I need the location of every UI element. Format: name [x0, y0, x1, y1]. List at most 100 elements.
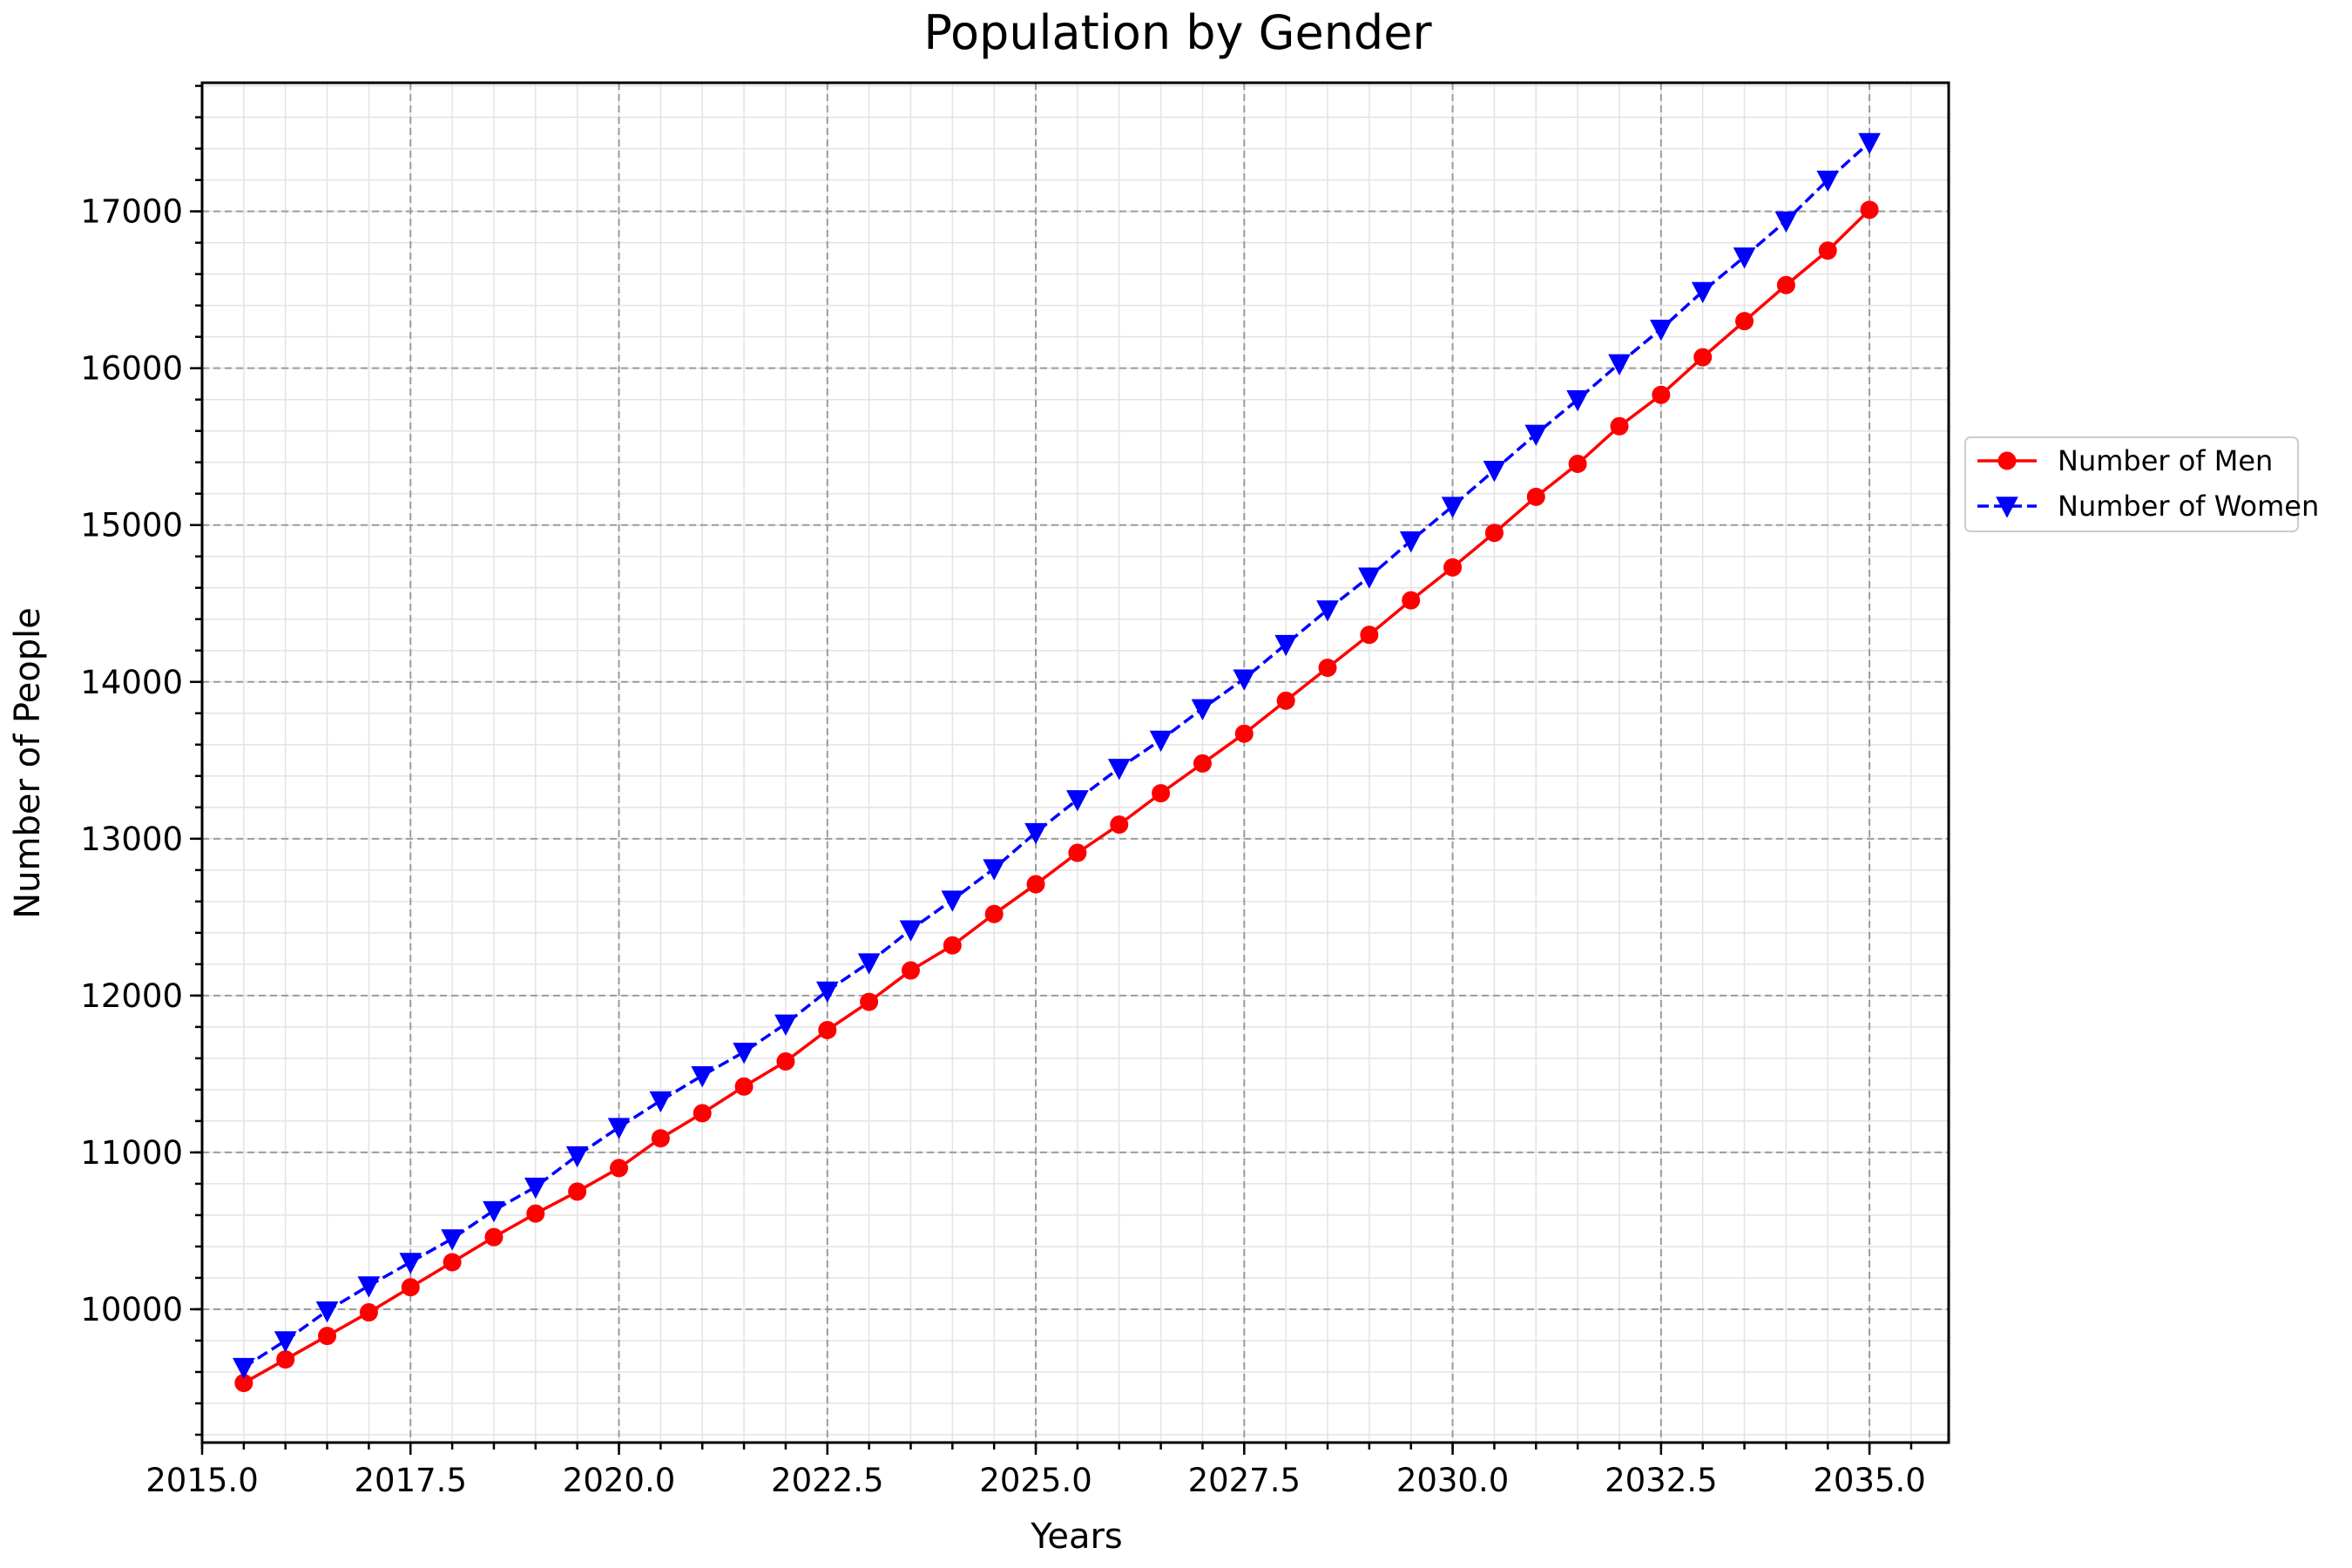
data-point — [1483, 461, 1506, 483]
x-tick-label: 2015.0 — [145, 1462, 258, 1499]
data-point — [318, 1327, 337, 1346]
data-point — [941, 890, 964, 912]
y-tick-label: 14000 — [80, 664, 183, 701]
x-tick-label: 2020.0 — [563, 1462, 675, 1499]
x-tick-label: 2027.5 — [1188, 1462, 1301, 1499]
data-point — [1152, 784, 1171, 803]
data-point — [274, 1331, 297, 1353]
data-point — [568, 1182, 587, 1201]
data-point — [899, 920, 923, 942]
y-tick-label: 13000 — [80, 821, 183, 858]
x-tick-label: 2032.5 — [1605, 1462, 1717, 1499]
data-point — [1816, 170, 1840, 193]
data-point — [1316, 600, 1339, 622]
x-tick-label: 2025.0 — [979, 1462, 1092, 1499]
axis-ticks: 2015.0 2017.5 2020.0 2022.5 2025.0 2027.5 2030… — [80, 84, 1926, 1499]
data-point — [526, 1204, 545, 1223]
data-point — [651, 1129, 670, 1148]
plot-frame — [200, 81, 1950, 1444]
data-point — [1107, 759, 1131, 781]
data-point — [1566, 389, 1589, 412]
data-point — [1110, 815, 1129, 835]
data-point — [1524, 424, 1548, 446]
series-line — [242, 208, 1871, 1385]
data-point — [983, 859, 1006, 881]
data-point — [1776, 275, 1795, 294]
data-point — [565, 1146, 589, 1168]
data-point — [441, 1229, 463, 1251]
legend-label: Number of Men — [2058, 444, 2273, 477]
data-point — [691, 1065, 714, 1088]
data-point — [1693, 348, 1713, 367]
data-point — [483, 1200, 505, 1223]
data-point — [1441, 497, 1464, 518]
data-point — [649, 1091, 672, 1113]
data-point — [1649, 319, 1673, 341]
chart-title: Population by Gender — [923, 5, 1432, 60]
x-tick-label: 2035.0 — [1813, 1462, 1925, 1499]
data-point — [693, 1104, 712, 1123]
data-point — [1858, 132, 1881, 155]
data-point — [1360, 625, 1379, 645]
data-point — [1026, 875, 1045, 894]
data-point — [443, 1253, 462, 1272]
y-tick-label: 11000 — [80, 1134, 183, 1172]
data-point — [1193, 754, 1212, 773]
data-point — [1024, 822, 1047, 845]
data-point — [1276, 691, 1295, 710]
x-tick-label: 2030.0 — [1396, 1462, 1509, 1499]
data-point — [1066, 790, 1089, 812]
plot-series — [233, 132, 1881, 1393]
data-point — [276, 1350, 295, 1369]
legend: Number of Men Number of Women — [1964, 436, 2319, 532]
data-point — [484, 1227, 504, 1247]
data-point — [984, 904, 1004, 923]
data-point — [857, 953, 881, 975]
data-point — [1818, 241, 1837, 260]
data-point — [233, 1357, 255, 1380]
data-point — [860, 992, 879, 1011]
legend-label: Number of Women — [2058, 490, 2319, 523]
data-point — [359, 1303, 378, 1322]
data-point — [1318, 659, 1337, 678]
data-point — [1652, 385, 1671, 404]
series-women — [233, 132, 1881, 1380]
data-point — [1234, 724, 1254, 743]
data-point — [1774, 211, 1798, 233]
x-axis-label: Years — [1030, 1517, 1123, 1557]
data-point — [1733, 247, 1756, 269]
y-axis-label: Number of People — [8, 607, 48, 919]
data-point — [1691, 281, 1714, 304]
data-point — [1399, 531, 1423, 553]
data-point — [357, 1276, 381, 1298]
data-point — [1860, 200, 1879, 220]
data-point — [1526, 487, 1545, 506]
data-point — [1608, 354, 1631, 375]
data-point — [901, 961, 920, 980]
legend-box — [1964, 436, 2299, 532]
data-point — [776, 1051, 795, 1071]
data-point — [733, 1042, 755, 1064]
grid — [201, 83, 1949, 1443]
data-point — [1068, 843, 1087, 862]
data-point — [1402, 591, 1421, 610]
data-point — [815, 981, 839, 1004]
data-point — [524, 1177, 547, 1200]
y-tick-label: 12000 — [80, 977, 183, 1015]
data-point — [399, 1253, 422, 1274]
legend-marker — [1997, 451, 2017, 470]
legend-marker — [1996, 497, 2018, 518]
series-men — [234, 200, 1879, 1393]
data-point — [1191, 699, 1214, 721]
data-point — [734, 1077, 754, 1096]
data-point — [610, 1159, 629, 1178]
data-point — [1610, 416, 1629, 436]
y-tick-label: 10000 — [80, 1291, 183, 1328]
data-point — [818, 1020, 837, 1039]
data-point — [1149, 730, 1173, 753]
data-point — [1274, 634, 1297, 657]
data-point — [1568, 455, 1587, 474]
data-point — [1358, 567, 1381, 589]
